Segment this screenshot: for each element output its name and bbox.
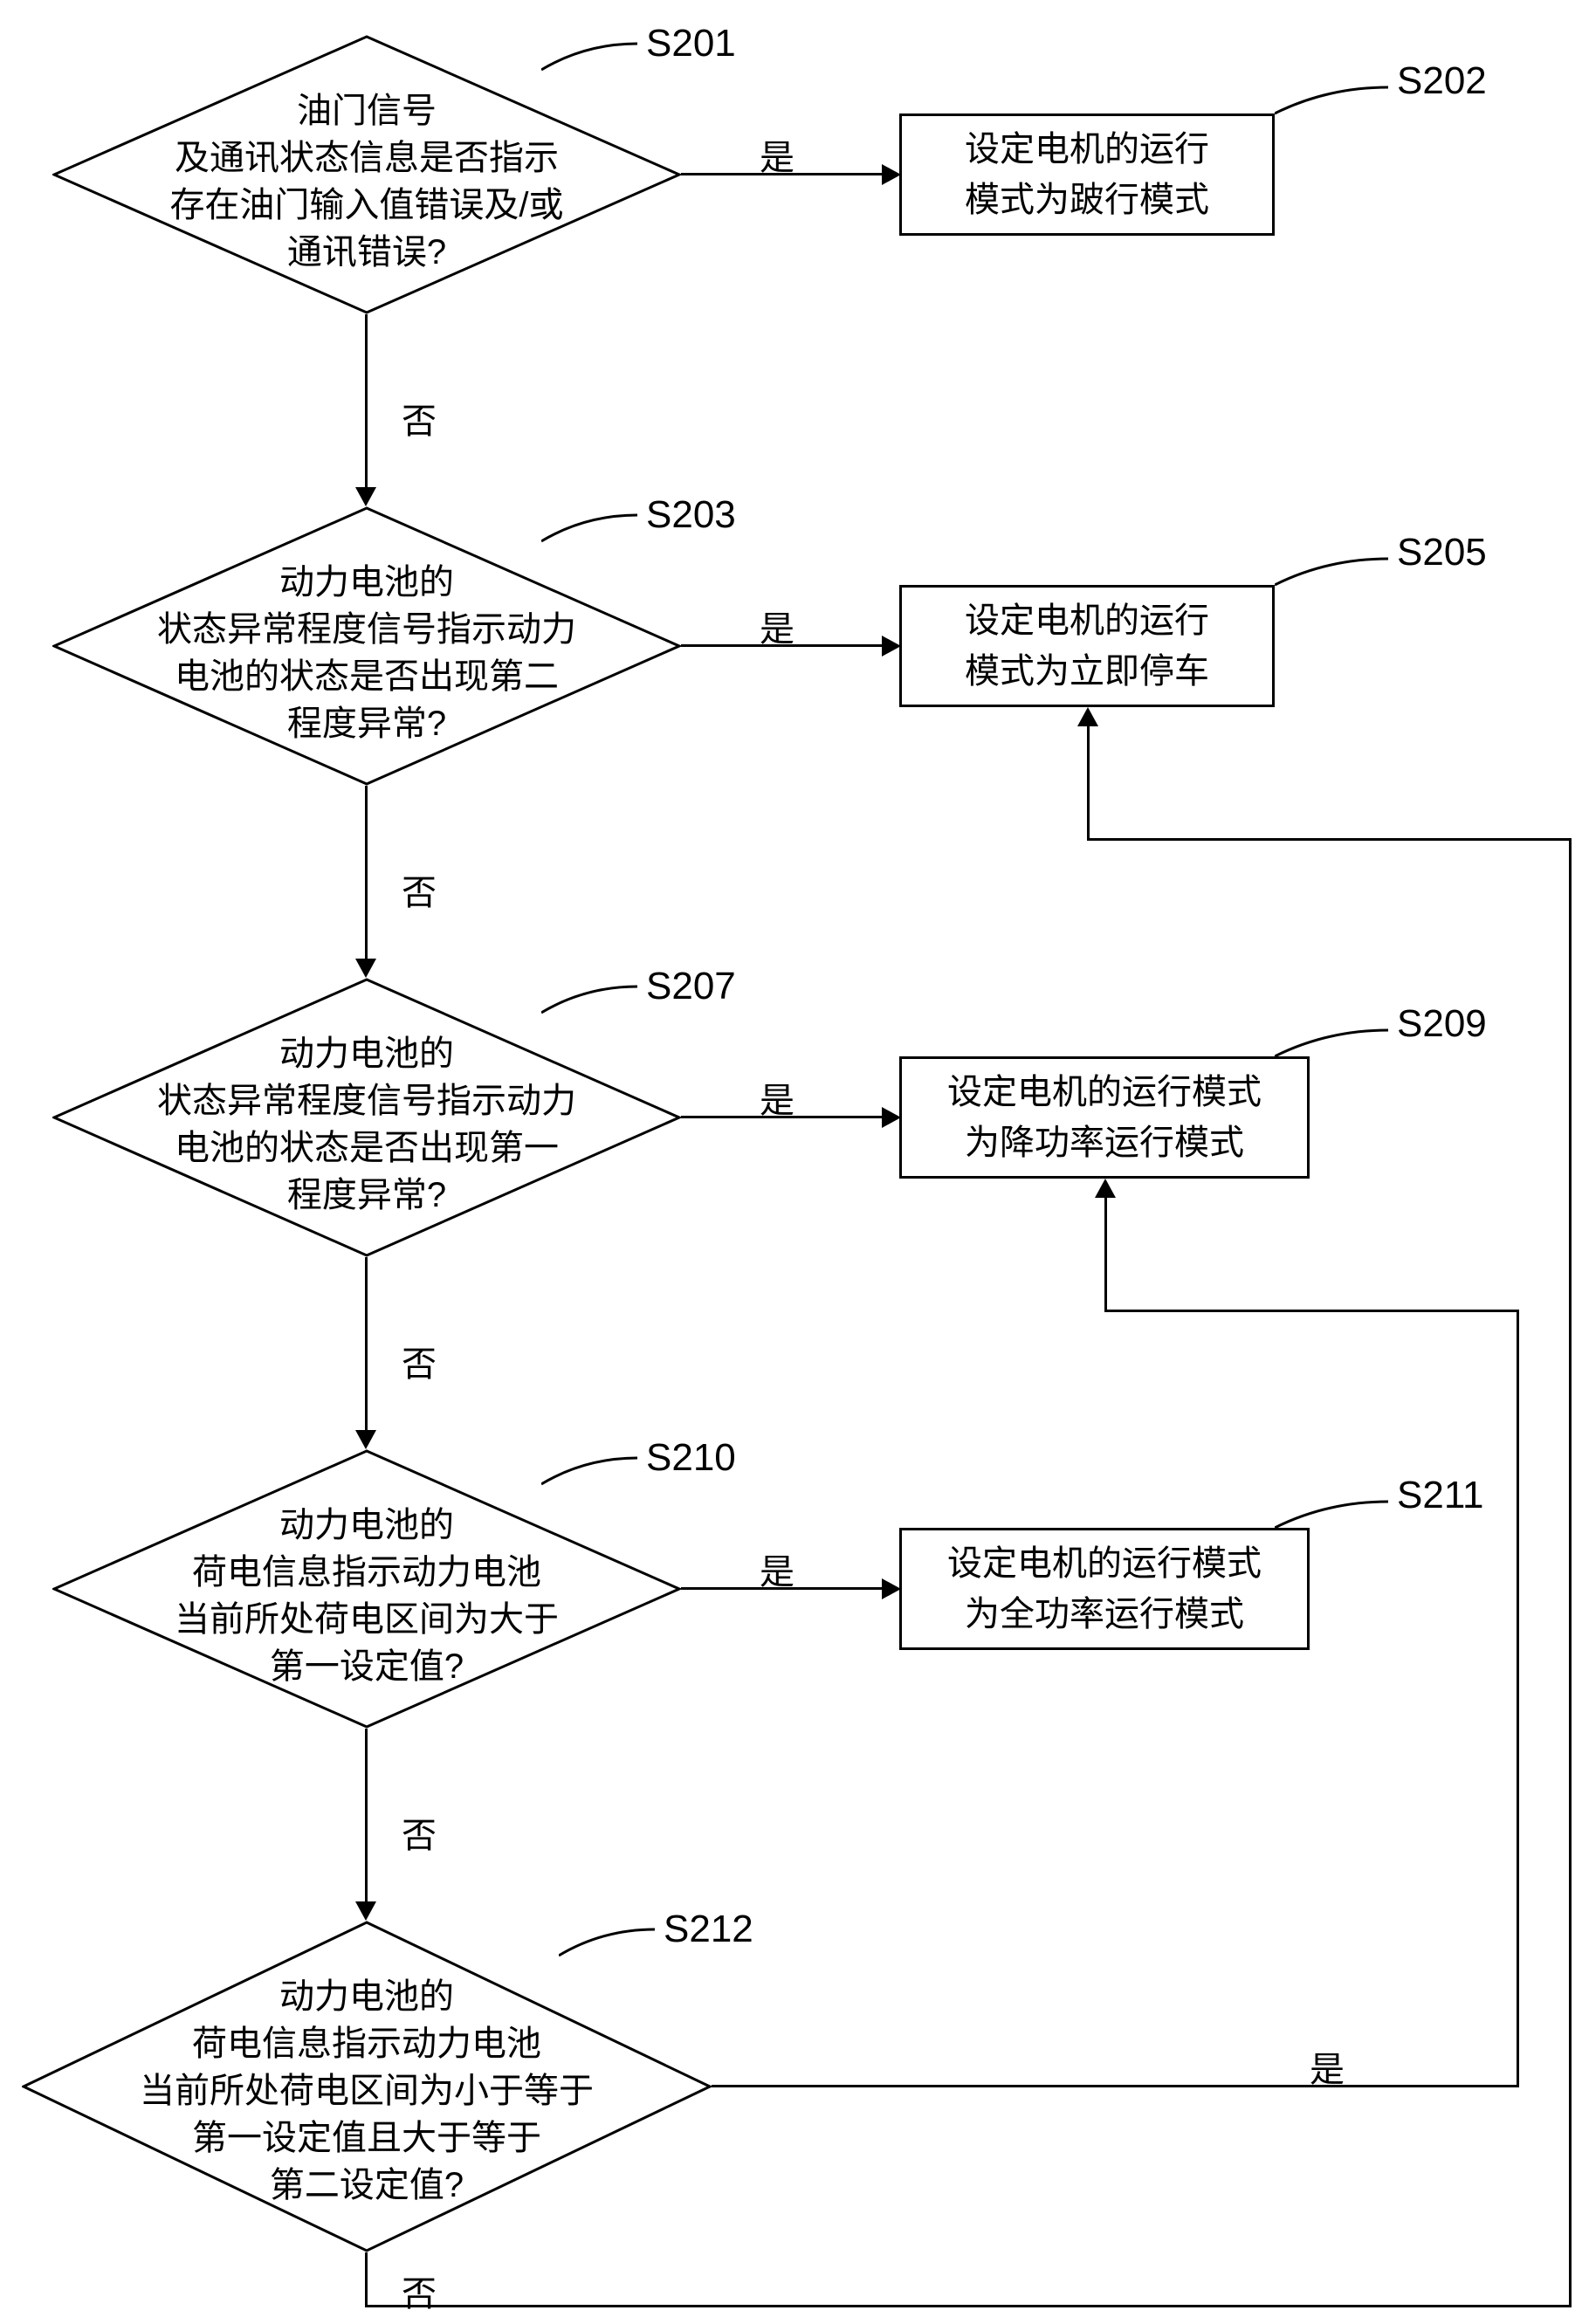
s210-line1: 动力电池的 bbox=[279, 1506, 454, 1544]
process-s209: 设定电机的运行模式 为降功率运行模式 bbox=[899, 1056, 1310, 1179]
s203-line1: 动力电池的 bbox=[279, 563, 454, 602]
edge-s212-no-v2 bbox=[1569, 838, 1572, 2307]
edge-s210-s212 bbox=[365, 1729, 368, 1903]
s201-line3: 存在油门输入值错误及/或 bbox=[169, 186, 563, 224]
edge-s212-yes-h2 bbox=[1104, 1310, 1519, 1312]
edge-s212-no-h2 bbox=[1087, 838, 1572, 841]
label-s211: S211 bbox=[1397, 1474, 1484, 1517]
s212-line1: 动力电池的 bbox=[279, 1977, 454, 2016]
label-s210: S210 bbox=[646, 1436, 736, 1480]
s212-line3: 当前所处荷电区间为小于等于 bbox=[140, 2072, 594, 2110]
arrowhead-s210-s211 bbox=[882, 1578, 901, 1599]
edge-s212-yes-h bbox=[712, 2085, 1519, 2087]
arrowhead-s212-no bbox=[1077, 707, 1098, 726]
edge-label-s203-no: 否 bbox=[402, 864, 437, 915]
arrowhead-s212-yes bbox=[1095, 1179, 1116, 1198]
s207-line3: 电池的状态是否出现第一 bbox=[175, 1129, 559, 1167]
edge-s212-no-v1 bbox=[365, 2252, 368, 2305]
edge-label-s207-yes: 是 bbox=[760, 1072, 794, 1123]
arrowhead-s201-s202 bbox=[882, 164, 901, 185]
label-s201: S201 bbox=[646, 22, 736, 65]
s211-line2: 为全功率运行模式 bbox=[965, 1595, 1244, 1633]
edge-label-s210-yes: 是 bbox=[760, 1544, 794, 1594]
edge-s212-no-h bbox=[365, 2305, 1572, 2307]
s201-line2: 及通讯状态信息是否指示 bbox=[175, 139, 559, 177]
edge-label-s210-no: 否 bbox=[402, 1807, 437, 1858]
edge-label-s203-yes: 是 bbox=[760, 601, 794, 651]
s210-line2: 荷电信息指示动力电池 bbox=[192, 1553, 541, 1592]
label-s202: S202 bbox=[1397, 59, 1487, 103]
s212-line2: 荷电信息指示动力电池 bbox=[192, 2025, 541, 2063]
edge-s207-s210 bbox=[365, 1257, 368, 1432]
label-s205: S205 bbox=[1397, 531, 1487, 574]
label-s203: S203 bbox=[646, 493, 736, 537]
s212-line4: 第一设定值且大于等于 bbox=[192, 2119, 541, 2157]
edge-s203-s207 bbox=[365, 786, 368, 960]
s207-line4: 程度异常? bbox=[287, 1176, 446, 1214]
s210-line4: 第一设定值? bbox=[270, 1647, 464, 1686]
edge-s212-yes-v2 bbox=[1104, 1196, 1107, 1312]
s209-line1: 设定电机的运行模式 bbox=[947, 1073, 1262, 1111]
s205-line2: 模式为立即停车 bbox=[965, 652, 1209, 691]
s210-line3: 当前所处荷电区间为大于 bbox=[175, 1600, 559, 1639]
edge-s212-no-v3 bbox=[1087, 725, 1090, 841]
edge-s212-yes-v bbox=[1517, 1310, 1519, 2087]
s207-line1: 动力电池的 bbox=[279, 1035, 454, 1073]
arrowhead-s203-s205 bbox=[882, 636, 901, 657]
arrowhead-s201-s203 bbox=[355, 487, 376, 506]
edge-label-s201-yes: 是 bbox=[760, 129, 794, 180]
process-s202: 设定电机的运行 模式为跛行模式 bbox=[899, 113, 1275, 236]
s207-line2: 状态异常程度信号指示动力 bbox=[157, 1082, 576, 1120]
arrowhead-s207-s210 bbox=[355, 1430, 376, 1449]
arrowhead-s210-s212 bbox=[355, 1901, 376, 1921]
label-s209: S209 bbox=[1397, 1002, 1487, 1046]
s203-line2: 状态异常程度信号指示动力 bbox=[157, 610, 576, 649]
s211-line1: 设定电机的运行模式 bbox=[947, 1544, 1262, 1583]
edge-label-s207-no: 否 bbox=[402, 1336, 437, 1386]
edge-label-s212-yes: 是 bbox=[1310, 2041, 1345, 2092]
s202-line1: 设定电机的运行 bbox=[965, 130, 1209, 168]
s212-line5: 第二设定值? bbox=[270, 2166, 464, 2204]
s205-line1: 设定电机的运行 bbox=[965, 602, 1209, 640]
s201-line1: 油门信号 bbox=[297, 92, 437, 130]
s203-line3: 电池的状态是否出现第二 bbox=[175, 657, 559, 696]
s202-line2: 模式为跛行模式 bbox=[965, 181, 1209, 219]
edge-label-s201-no: 否 bbox=[402, 393, 437, 443]
s203-line4: 程度异常? bbox=[287, 705, 446, 743]
process-s211: 设定电机的运行模式 为全功率运行模式 bbox=[899, 1528, 1310, 1650]
s209-line2: 为降功率运行模式 bbox=[965, 1124, 1244, 1162]
edge-label-s212-no: 否 bbox=[402, 2266, 437, 2316]
label-s207: S207 bbox=[646, 965, 736, 1008]
arrowhead-s203-s207 bbox=[355, 959, 376, 978]
edge-s201-s203 bbox=[365, 314, 368, 489]
arrowhead-s207-s209 bbox=[882, 1107, 901, 1128]
s201-line4: 通讯错误? bbox=[287, 233, 446, 272]
process-s205: 设定电机的运行 模式为立即停车 bbox=[899, 585, 1275, 707]
label-s212: S212 bbox=[664, 1908, 753, 1951]
